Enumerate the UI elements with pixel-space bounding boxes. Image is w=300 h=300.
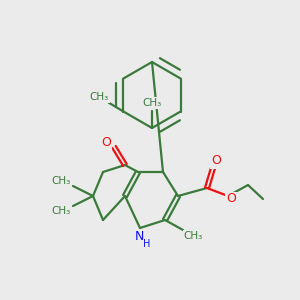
Text: N: N: [134, 230, 144, 244]
Text: CH₃: CH₃: [142, 98, 162, 108]
Text: CH₃: CH₃: [51, 176, 70, 186]
Text: O: O: [226, 193, 236, 206]
Text: O: O: [211, 154, 221, 167]
Text: CH₃: CH₃: [90, 92, 109, 103]
Text: H: H: [143, 239, 151, 249]
Text: CH₃: CH₃: [183, 231, 202, 241]
Text: CH₃: CH₃: [51, 206, 70, 216]
Text: O: O: [101, 136, 111, 148]
